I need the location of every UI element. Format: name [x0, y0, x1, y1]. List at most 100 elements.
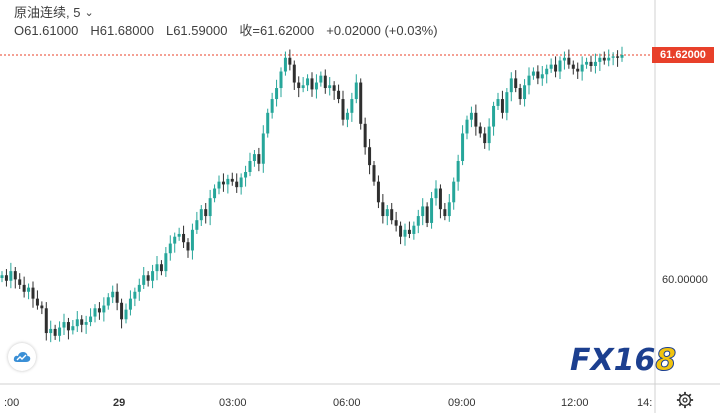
- candle-body: [235, 181, 239, 188]
- candle-body: [97, 308, 101, 313]
- candle-body: [554, 64, 558, 72]
- candle-body: [385, 209, 389, 217]
- candle-body: [199, 209, 203, 221]
- candle-body: [461, 133, 465, 161]
- candle-body: [487, 126, 491, 144]
- candle-body: [620, 55, 624, 58]
- candle-body: [593, 61, 597, 67]
- candle-body: [505, 92, 509, 113]
- candle-body: [40, 305, 44, 309]
- candle-body: [527, 75, 531, 86]
- candle-body: [13, 271, 17, 280]
- candle-body: [35, 298, 39, 306]
- candles-group: [0, 46, 624, 343]
- candle-body: [394, 220, 398, 226]
- gear-icon[interactable]: [676, 391, 694, 409]
- candle-body: [301, 85, 305, 89]
- candle-body: [66, 322, 70, 331]
- candle-body: [9, 271, 13, 281]
- candle-body: [492, 105, 496, 127]
- candle-body: [182, 233, 186, 243]
- close-value: 收=61.62000: [239, 23, 315, 38]
- candle-body: [381, 202, 385, 217]
- candle-body: [146, 275, 150, 281]
- candle-body: [137, 284, 141, 292]
- candle-body: [602, 57, 606, 61]
- y-tick-label: 60.00000: [662, 274, 708, 286]
- candle-body: [283, 57, 287, 72]
- candle-body: [190, 229, 194, 251]
- candle-body: [279, 71, 283, 89]
- candle-body: [341, 99, 345, 120]
- candle-body: [75, 319, 79, 327]
- interval-label[interactable]: 5: [73, 5, 81, 20]
- candle-body: [345, 112, 349, 120]
- candle-body: [53, 328, 57, 336]
- chart-legend: 原油连续, 5 ⌄ O61.61000 H61.68000 L61.59000 …: [14, 5, 438, 38]
- candle-body: [425, 206, 429, 223]
- x-tick-label: 14:: [637, 397, 653, 409]
- x-tick-label: 03:00: [219, 397, 247, 409]
- candle-body: [102, 305, 106, 313]
- candle-body: [270, 99, 274, 113]
- candle-body: [142, 275, 146, 285]
- candle-body: [217, 181, 221, 189]
- candle-body: [403, 229, 407, 237]
- candle-body: [314, 82, 318, 90]
- candle-body: [456, 160, 460, 182]
- candle-body: [536, 71, 540, 79]
- candle-body: [58, 327, 62, 336]
- candle-body: [261, 133, 265, 164]
- candle-body: [483, 133, 487, 144]
- candle-body: [120, 302, 124, 320]
- candle-body: [611, 56, 615, 58]
- candle-body: [208, 198, 212, 217]
- candle-body: [195, 220, 199, 230]
- candle-body: [257, 154, 261, 164]
- x-tick-label: :00: [4, 397, 20, 409]
- candle-body: [416, 216, 420, 226]
- candle-body: [44, 308, 48, 334]
- cloud-icon[interactable]: [8, 343, 36, 371]
- candle-body: [478, 126, 482, 134]
- candle-body: [22, 284, 26, 292]
- candle-body: [124, 309, 128, 320]
- symbol-name[interactable]: 原油连续: [14, 5, 67, 20]
- candle-body: [275, 88, 279, 100]
- candle-body: [540, 74, 544, 79]
- candle-body: [509, 78, 513, 93]
- candle-body: [310, 78, 314, 90]
- candle-body: [49, 328, 53, 334]
- candle-body: [297, 82, 301, 89]
- candle-body: [252, 154, 256, 161]
- candle-body: [407, 229, 411, 234]
- candle-body: [168, 243, 172, 254]
- candle-body: [323, 75, 327, 89]
- candle-body: [571, 64, 575, 69]
- candle-body: [18, 279, 22, 285]
- candle-body: [213, 188, 217, 199]
- candle-body: [288, 57, 292, 65]
- candle-body: [306, 78, 310, 86]
- candle-body: [115, 291, 119, 303]
- candle-body: [93, 308, 97, 317]
- candle-body: [390, 209, 394, 221]
- candle-body: [368, 147, 372, 166]
- candle-body: [133, 291, 137, 299]
- last-price-tag: 61.62000: [652, 47, 714, 63]
- open-value: O61.61000: [14, 23, 79, 38]
- candle-body: [452, 181, 456, 203]
- candle-body: [616, 56, 620, 58]
- candle-body: [545, 68, 549, 75]
- candle-body: [239, 177, 243, 188]
- candle-body: [496, 99, 500, 106]
- low-value: L61.59000: [165, 23, 228, 38]
- candle-body: [27, 287, 31, 292]
- chevron-down-icon[interactable]: ⌄: [84, 7, 94, 19]
- x-tick-label: 06:00: [333, 397, 361, 409]
- candle-body: [372, 165, 376, 182]
- candle-body: [319, 75, 323, 83]
- candle-body: [4, 275, 8, 281]
- candle-body: [71, 326, 75, 331]
